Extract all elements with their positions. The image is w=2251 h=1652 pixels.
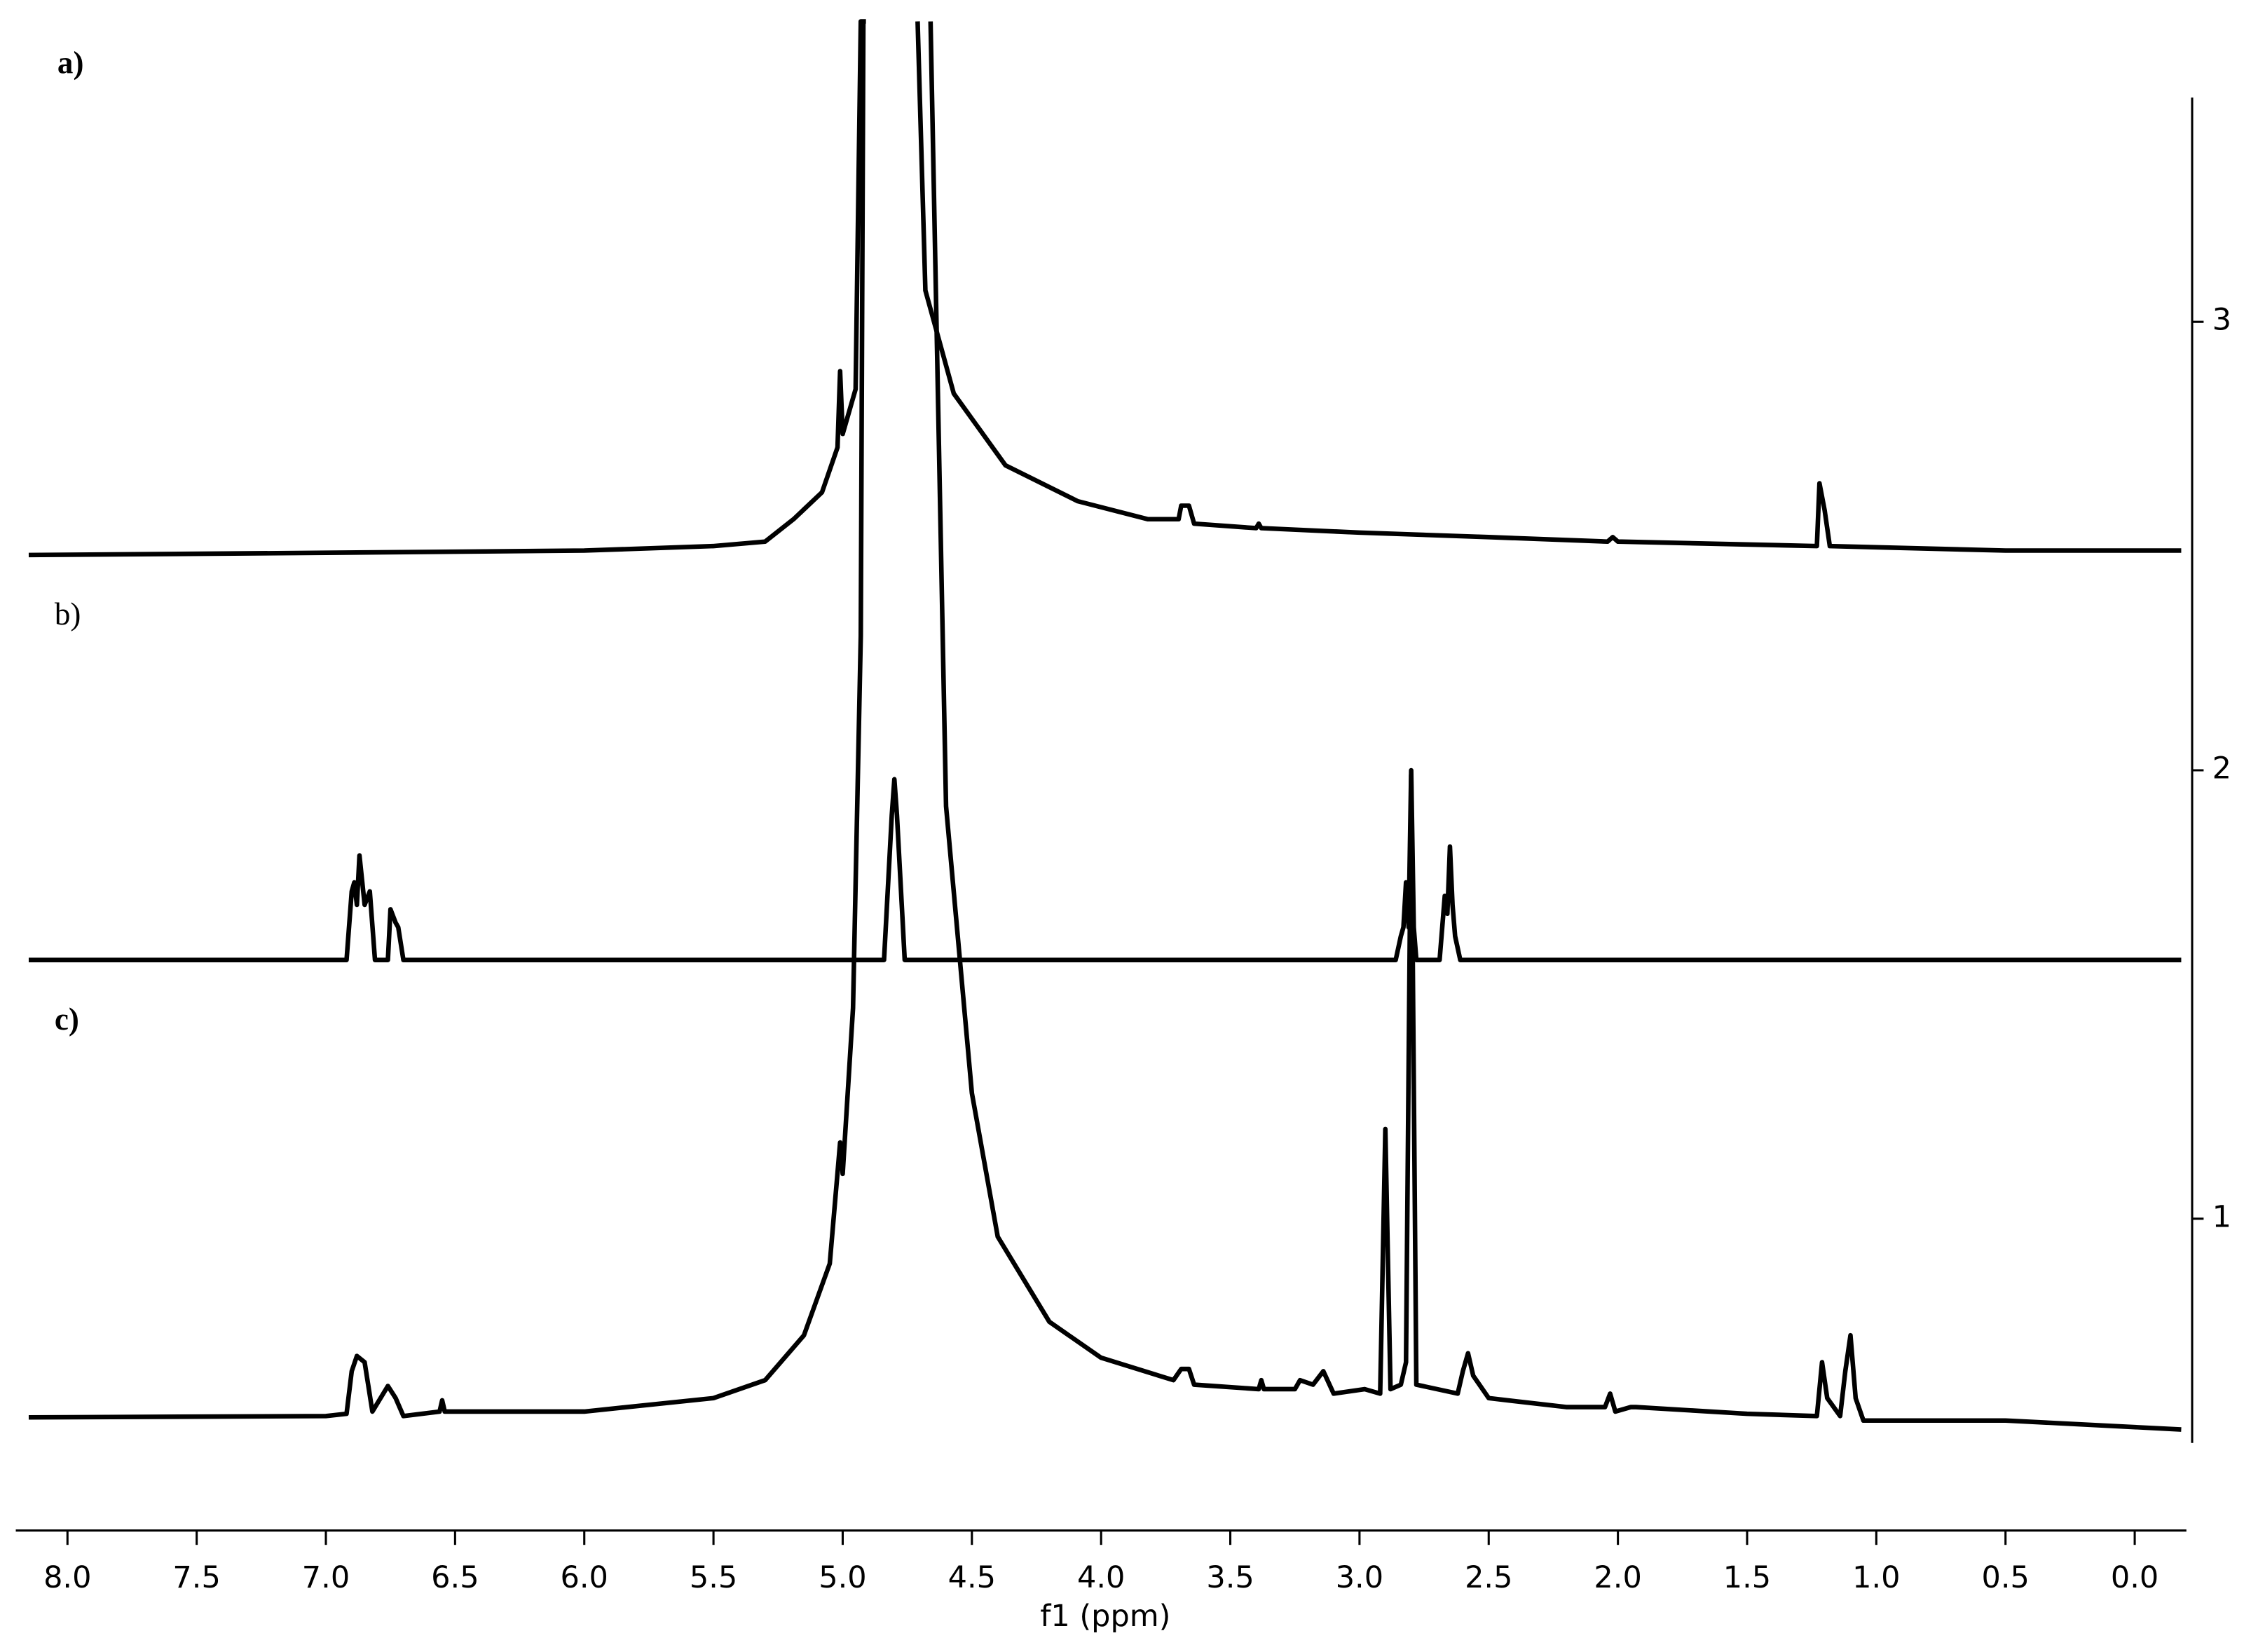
y-tick-label: 1 (2212, 1199, 2231, 1234)
x-tick-label: 6.5 (431, 1560, 479, 1595)
x-tick-label: 2.0 (1594, 1560, 1641, 1595)
x-tick-label: 4.0 (1077, 1560, 1125, 1595)
spectrum-line (28, 19, 2182, 558)
x-tick-label: 4.5 (948, 1560, 996, 1595)
y-tick-label: 2 (2212, 751, 2231, 786)
x-tick-label: 8.0 (43, 1560, 91, 1595)
x-tick-label: 5.0 (819, 1560, 866, 1595)
x-axis-label: f1 (ppm) (1040, 1599, 1170, 1634)
x-tick-label: 5.5 (690, 1560, 737, 1595)
x-tick-label: 2.5 (1465, 1560, 1512, 1595)
series-label: a) (57, 46, 84, 81)
series-label: b) (55, 596, 81, 632)
x-tick-label: 1.0 (1852, 1560, 1900, 1595)
x-tick-label: 0.5 (1982, 1560, 2030, 1595)
y-tick-label: 3 (2212, 303, 2231, 338)
x-tick-label: 6.0 (561, 1560, 608, 1595)
spectrum-line (28, 21, 2182, 1432)
x-tick-label: 7.0 (302, 1560, 350, 1595)
x-tick-label: 3.0 (1336, 1560, 1383, 1595)
series-label: c) (55, 1002, 79, 1037)
x-tick-label: 3.5 (1206, 1560, 1254, 1595)
x-tick-label: 1.5 (1723, 1560, 1771, 1595)
spectrum-line (28, 767, 2182, 962)
x-tick-label: 7.5 (172, 1560, 220, 1595)
x-tick-label: 0.0 (2111, 1560, 2158, 1595)
